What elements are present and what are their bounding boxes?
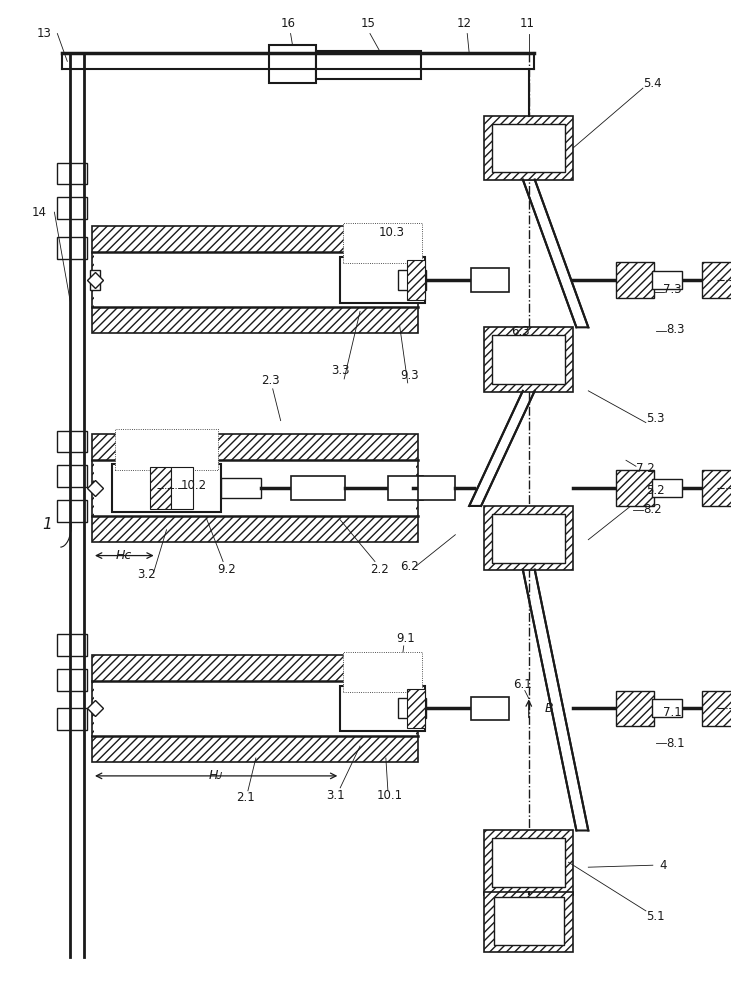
Text: 12: 12 <box>457 17 472 30</box>
Bar <box>484 327 573 392</box>
Bar <box>652 479 682 497</box>
Text: 7.1: 7.1 <box>664 706 682 719</box>
Bar <box>115 429 218 470</box>
Text: 3.2: 3.2 <box>137 568 156 581</box>
Bar <box>733 268 734 292</box>
Polygon shape <box>523 569 589 830</box>
Text: 1: 1 <box>43 517 52 532</box>
Bar <box>57 500 87 522</box>
Bar <box>57 708 87 730</box>
Text: 13: 13 <box>37 27 52 40</box>
Bar <box>269 45 316 83</box>
Text: B: B <box>545 702 553 715</box>
Bar <box>492 124 565 172</box>
Text: 3.3: 3.3 <box>331 364 349 377</box>
Text: 10.2: 10.2 <box>181 479 206 492</box>
Bar <box>702 262 733 298</box>
Bar <box>150 467 172 509</box>
Text: Hᴊ: Hᴊ <box>209 769 223 782</box>
Text: 4: 4 <box>659 859 666 872</box>
Bar <box>407 260 424 300</box>
Bar <box>652 699 682 717</box>
Text: 14: 14 <box>32 206 47 219</box>
Bar <box>57 237 87 259</box>
Bar <box>92 434 418 542</box>
Text: 6.3: 6.3 <box>512 325 530 338</box>
Bar <box>492 838 565 887</box>
Bar <box>57 431 87 452</box>
Text: 7.3: 7.3 <box>664 283 682 296</box>
Text: 2.2: 2.2 <box>371 563 389 576</box>
Bar <box>388 476 423 500</box>
Text: 3.1: 3.1 <box>326 789 344 802</box>
Bar <box>484 830 573 895</box>
Text: 5.3: 5.3 <box>647 412 665 425</box>
Text: 8.3: 8.3 <box>666 323 685 336</box>
Bar <box>484 892 573 952</box>
Bar <box>92 655 418 762</box>
Bar <box>340 257 424 303</box>
Text: 2.1: 2.1 <box>236 791 255 804</box>
Bar <box>344 223 421 263</box>
Bar <box>221 478 261 498</box>
Bar <box>340 686 424 731</box>
Bar <box>57 634 87 656</box>
Bar <box>702 691 733 726</box>
Polygon shape <box>523 179 589 327</box>
Bar <box>733 697 734 720</box>
Bar <box>494 897 564 945</box>
Bar <box>57 197 87 219</box>
Bar <box>398 698 426 718</box>
Bar <box>407 689 424 728</box>
Text: 16: 16 <box>281 17 296 30</box>
Bar <box>733 476 734 500</box>
Text: 10.1: 10.1 <box>377 789 403 802</box>
Bar <box>92 226 418 333</box>
Bar <box>616 691 654 726</box>
Bar <box>94 681 415 736</box>
Bar <box>418 476 455 500</box>
Bar <box>616 262 654 298</box>
Bar <box>484 506 573 570</box>
Text: 2.3: 2.3 <box>261 374 280 387</box>
Text: 5.4: 5.4 <box>644 77 662 90</box>
Bar <box>172 467 193 509</box>
Text: 5.2: 5.2 <box>647 484 665 497</box>
Text: 8.2: 8.2 <box>644 503 662 516</box>
Text: 9.2: 9.2 <box>218 563 236 576</box>
Bar <box>702 470 733 506</box>
Bar <box>492 335 565 384</box>
Text: 11: 11 <box>519 17 534 30</box>
Bar <box>57 669 87 691</box>
Bar <box>112 464 221 512</box>
Bar <box>471 697 509 720</box>
Polygon shape <box>469 391 535 506</box>
Text: 8.1: 8.1 <box>666 737 685 750</box>
Text: Hᴄ: Hᴄ <box>116 549 132 562</box>
Bar <box>652 271 682 289</box>
Bar <box>57 163 87 184</box>
Text: 10.3: 10.3 <box>379 226 405 239</box>
Text: 6.1: 6.1 <box>514 678 532 691</box>
Text: 15: 15 <box>360 17 375 30</box>
Bar <box>90 270 100 290</box>
Bar <box>484 116 573 180</box>
Bar <box>492 514 565 563</box>
Text: 5.1: 5.1 <box>647 910 665 923</box>
Bar <box>57 465 87 487</box>
Bar <box>291 476 345 500</box>
Bar <box>316 51 421 79</box>
Bar <box>471 268 509 292</box>
Bar <box>344 652 421 692</box>
Bar <box>616 470 654 506</box>
Bar <box>94 252 415 307</box>
Text: 7.2: 7.2 <box>636 462 654 475</box>
Text: 9.3: 9.3 <box>400 369 419 382</box>
Bar <box>398 270 426 290</box>
Bar <box>94 460 415 516</box>
Text: 9.1: 9.1 <box>396 632 415 645</box>
Text: 6.2: 6.2 <box>400 560 419 573</box>
